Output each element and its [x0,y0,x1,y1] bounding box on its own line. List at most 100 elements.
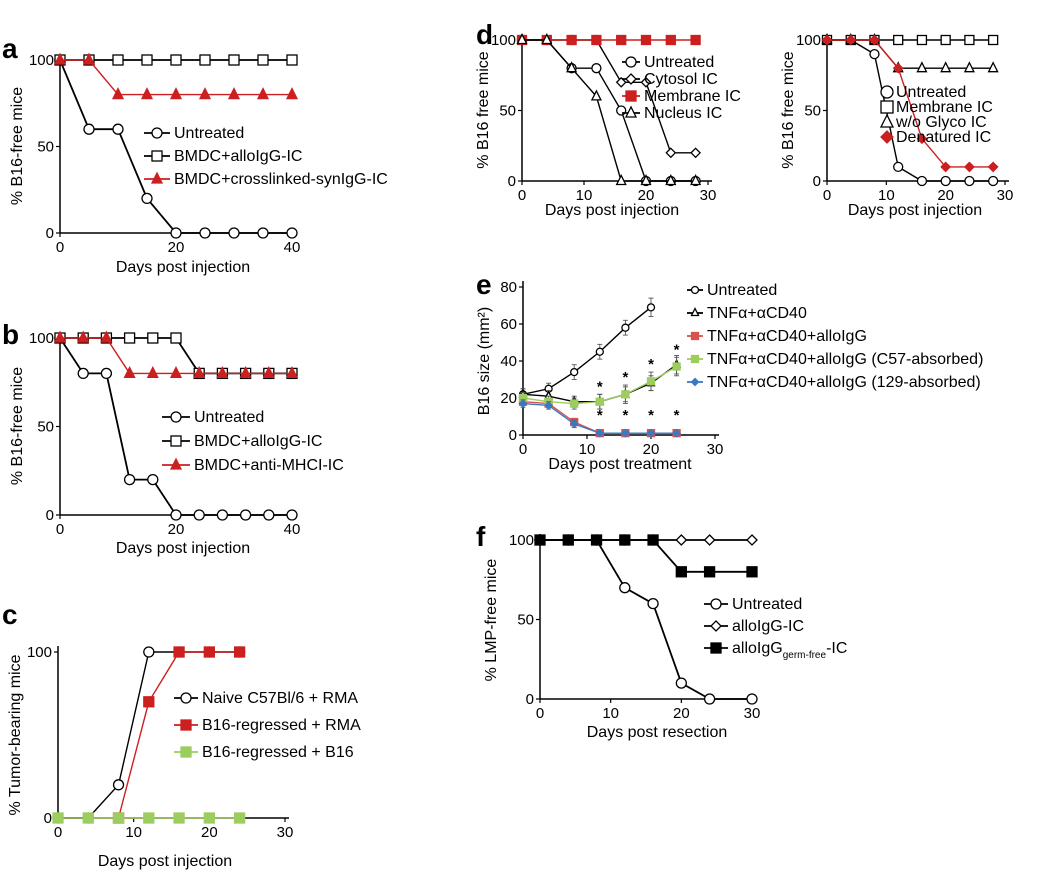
legend-item: BMDC+anti-MHCI-IC [162,457,344,474]
data-point [203,646,215,658]
data-point [987,161,999,173]
series-bmdc-anti-mhci-ic [53,330,299,379]
legend-marker [624,105,638,118]
legend-marker [169,457,183,470]
data-point [170,227,182,239]
data-point [690,147,702,159]
data-point [646,377,656,386]
legend-item: Untreated [162,409,264,426]
legend-marker [690,331,700,341]
data-point [916,133,928,145]
y-tick-label: 100 [491,32,516,49]
data-point [566,34,577,46]
data-point [619,582,631,594]
data-point [963,161,975,173]
data-point [53,52,67,65]
legend-item: BMDC+alloIgG-IC [162,433,322,450]
series-line [58,651,240,819]
significance-mark: * [597,407,603,424]
legend-label: Untreated [174,125,244,142]
legend-marker [180,719,192,731]
data-point [82,812,94,824]
legend-label: TNFα+αCD40+alloIgG (C57-absorbed) [707,351,983,368]
x-tick-label: 10 [602,705,619,722]
data-point [141,54,153,66]
data-point [640,34,652,46]
significance-mark: * [648,356,654,373]
x-axis-title: Days post treatment [548,456,692,473]
legend: Naive C57Bl/6 + RMA B16-regressed + RMA B1… [174,690,361,761]
legend-label: Untreated [707,282,777,299]
series-alloigggerm-free-ic [534,534,758,578]
data-point [203,812,215,824]
significance-mark: * [622,369,628,386]
legend-marker [170,411,182,423]
panel-label: e [476,269,492,300]
data-point [541,33,553,45]
data-point [534,534,546,546]
data-point [100,367,113,380]
legend-item: Untreated [144,125,244,142]
data-point [690,34,701,46]
legend-label: Cytosol IC [644,71,718,88]
data-point [286,54,298,66]
data-point [147,332,159,344]
legend-marker [625,56,637,68]
y-axis-title: % B16-free mice [9,367,26,485]
data-point [233,812,246,824]
data-point [665,147,677,159]
panel-label: b [2,319,19,350]
legend-label: Untreated [644,54,714,71]
x-tick-label: 0 [519,441,527,458]
y-tick-label: 0 [813,173,821,190]
series-line [540,539,752,700]
legend-marker [151,150,163,162]
x-tick-label: 10 [878,187,895,204]
legend-label: TNFα+αCD40+alloIgG [707,328,867,345]
data-point [940,34,951,46]
data-point [591,34,602,46]
y-axis-title: % LMP-free mice [483,559,500,682]
data-point [566,61,578,73]
data-point [227,87,241,100]
data-point [256,87,270,100]
data-point [518,399,528,408]
legend-marker [710,620,722,632]
y-tick-label: 0 [46,225,54,242]
y-axis-title: % B16 free mice [475,51,492,168]
data-point [987,175,999,187]
legend-item: B16-regressed + RMA [174,717,361,734]
panel-label: a [2,33,18,64]
data-point [143,696,155,708]
legend-marker [625,90,637,102]
data-point [703,566,716,578]
data-point [675,677,687,689]
y-tick-label: 100 [27,644,52,661]
y-tick-label: 50 [499,103,516,120]
legend-item: Naive C57Bl/6 + RMA [174,690,358,707]
x-tick-label: 20 [168,521,185,538]
series-untreated [54,332,298,521]
data-point [746,693,758,705]
series-line [59,337,292,516]
data-point [964,34,975,46]
legend-item: B16-regressed + B16 [174,744,354,761]
legend-item: Membrane IC [880,99,993,116]
legend-label: alloIgG-IC [732,618,804,635]
data-point [147,473,159,486]
legend-label: TNFα+αCD40 [707,305,807,322]
data-point [940,61,952,73]
y-tick-label: 0 [508,173,516,190]
x-tick-label: 20 [168,239,185,256]
legend-label: Untreated [896,84,966,101]
data-point [562,534,574,546]
data-point [675,534,688,546]
y-tick-label: 0 [46,507,54,524]
legend-label: B16-regressed + B16 [202,744,354,761]
data-point [169,365,183,379]
x-tick-label: 0 [56,239,64,256]
legend-item: Membrane IC [622,88,741,105]
x-axis-title: Days post injection [848,202,982,219]
x-tick-label: 10 [576,187,593,204]
